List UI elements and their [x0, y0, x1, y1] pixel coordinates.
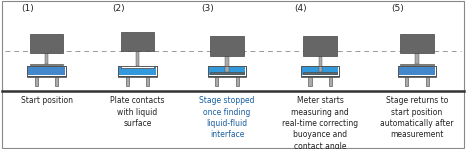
Bar — [416, 53, 419, 64]
Bar — [27, 66, 66, 76]
Bar — [30, 34, 63, 53]
Bar — [398, 66, 436, 76]
Bar — [118, 66, 157, 76]
Bar — [303, 72, 337, 74]
Text: (5): (5) — [391, 4, 404, 13]
Bar — [146, 77, 149, 86]
Bar — [28, 67, 65, 74]
Bar — [236, 77, 239, 86]
Bar — [426, 77, 429, 86]
Bar — [208, 66, 246, 76]
Bar — [27, 66, 66, 76]
Text: (1): (1) — [21, 4, 34, 13]
Text: (4): (4) — [295, 4, 307, 13]
Bar — [35, 77, 38, 86]
Text: (3): (3) — [201, 4, 214, 13]
Bar — [400, 34, 434, 53]
Bar — [121, 66, 154, 68]
Bar — [319, 56, 322, 72]
Bar — [208, 76, 246, 77]
Bar — [302, 67, 338, 74]
Bar — [55, 77, 59, 86]
Bar — [301, 76, 339, 77]
Bar — [215, 77, 218, 86]
Bar — [210, 36, 244, 56]
Bar — [45, 53, 48, 64]
Bar — [301, 66, 339, 76]
Text: Start position: Start position — [21, 96, 73, 105]
Text: Stage stopped
once finding
liquid-fluid
interface: Stage stopped once finding liquid-fluid … — [199, 96, 255, 139]
Bar — [119, 67, 156, 74]
Bar — [399, 67, 435, 74]
Text: Meter starts
measuring and
real-time correcting
buoyance and
contact angle: Meter starts measuring and real-time cor… — [282, 96, 358, 149]
Bar — [30, 64, 63, 65]
Bar — [400, 64, 434, 65]
Bar — [208, 66, 246, 76]
Text: Plate contacts
with liquid
surface: Plate contacts with liquid surface — [110, 96, 164, 128]
Bar — [27, 76, 66, 77]
Bar — [209, 67, 245, 74]
Text: (2): (2) — [112, 4, 124, 13]
Bar — [303, 36, 337, 56]
Bar — [118, 76, 157, 77]
Bar — [136, 51, 139, 66]
Bar — [398, 66, 436, 76]
Bar — [121, 32, 154, 51]
Text: Stage returns to
start position
automatically after
measurement: Stage returns to start position automati… — [380, 96, 454, 139]
Bar — [118, 66, 157, 76]
Bar — [226, 56, 228, 72]
Bar — [405, 77, 408, 86]
Bar — [329, 77, 332, 86]
Bar — [210, 72, 244, 74]
Bar — [301, 66, 339, 76]
Bar — [398, 76, 436, 77]
Bar — [308, 77, 311, 86]
Bar — [125, 77, 129, 86]
